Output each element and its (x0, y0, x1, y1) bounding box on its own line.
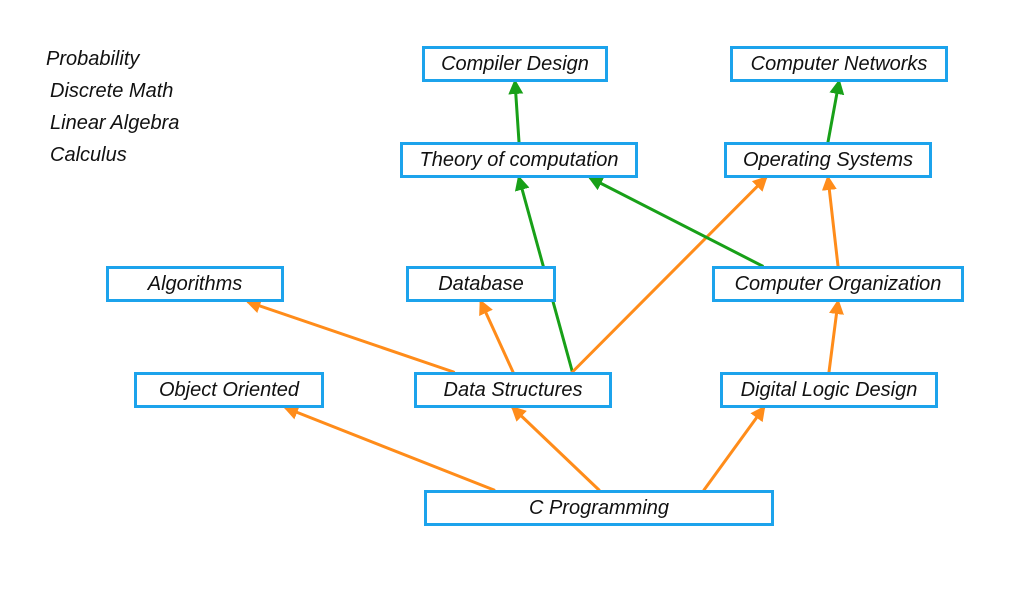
node-compiler-design: Compiler Design (422, 46, 608, 82)
node-computer-networks: Computer Networks (730, 46, 948, 82)
node-algorithms: Algorithms (106, 266, 284, 302)
node-theory-of-computation: Theory of computation (400, 142, 638, 178)
edge-data-structures-to-database (481, 302, 513, 372)
edge-computer-organization-to-theory-of-computation (590, 178, 762, 266)
node-database: Database (406, 266, 556, 302)
label-calculus: Calculus (50, 144, 127, 167)
edge-computer-organization-to-operating-systems (828, 178, 838, 266)
node-object-oriented: Object Oriented (134, 372, 324, 408)
edge-c-programming-to-digital-logic-design (704, 408, 764, 490)
edge-digital-logic-design-to-computer-organization (829, 302, 838, 372)
edge-theory-of-computation-to-compiler-design (515, 82, 519, 142)
node-data-structures: Data Structures (414, 372, 612, 408)
label-discrete-math: Discrete Math (50, 80, 173, 103)
node-digital-logic-design: Digital Logic Design (720, 372, 938, 408)
node-c-programming: C Programming (424, 490, 774, 526)
node-computer-organization: Computer Organization (712, 266, 964, 302)
label-probability: Probability (46, 48, 139, 71)
edge-data-structures-to-algorithms (248, 302, 453, 372)
label-linear-algebra: Linear Algebra (50, 112, 179, 135)
edge-c-programming-to-object-oriented (286, 408, 494, 490)
node-operating-systems: Operating Systems (724, 142, 932, 178)
edge-c-programming-to-data-structures (513, 408, 599, 490)
edge-operating-systems-to-computer-networks (828, 82, 839, 142)
